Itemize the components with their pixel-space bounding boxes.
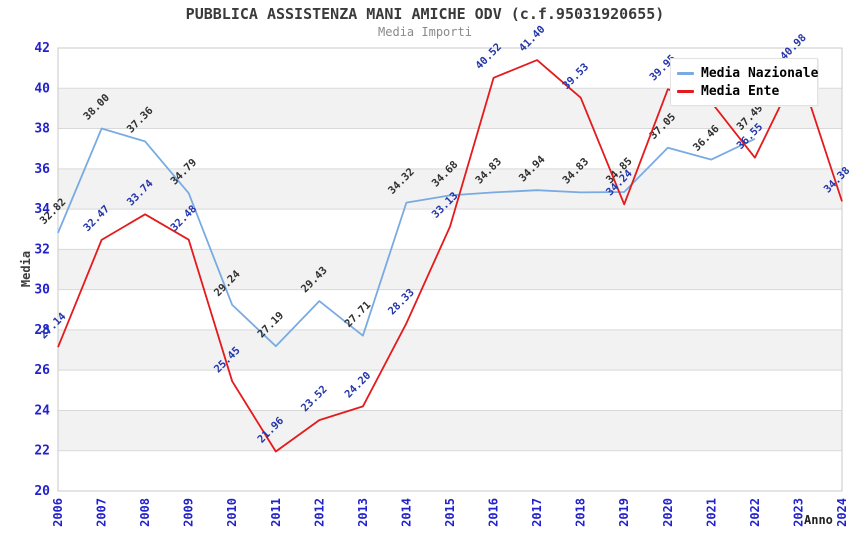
y-tick-label: 28 xyxy=(34,323,50,338)
media-nazionale-line-swatch-icon xyxy=(677,71,694,75)
background-band xyxy=(58,168,842,210)
legend-label: Media Nazionale xyxy=(701,65,819,81)
x-tick-label: 2015 xyxy=(443,498,457,527)
point-value-label: 27.71 xyxy=(343,299,374,330)
x-tick-label: 2007 xyxy=(95,498,109,527)
x-tick-label: 2021 xyxy=(704,498,718,527)
y-axis-title: Media xyxy=(19,250,33,288)
chart-subtitle: Media Importi xyxy=(378,25,472,39)
x-tick-label: 2013 xyxy=(356,498,370,527)
y-tick-label: 30 xyxy=(34,283,50,298)
x-tick-label: 2011 xyxy=(269,498,283,527)
x-tick-label: 2009 xyxy=(182,498,196,527)
x-tick-label: 2016 xyxy=(487,498,501,527)
y-tick-label: 24 xyxy=(34,403,50,418)
point-value-label: 41.40 xyxy=(517,23,548,54)
plot-border xyxy=(57,47,843,492)
legend-item-media-ente: Media Ente xyxy=(677,82,811,100)
x-tick-label: 2024 xyxy=(835,498,849,527)
legend-item-media-nazionale: Media Nazionale xyxy=(677,64,818,82)
y-tick-label: 26 xyxy=(34,363,50,378)
x-tick-label: 2020 xyxy=(661,498,675,527)
y-tick-label: 42 xyxy=(34,41,50,56)
x-tick-label: 2023 xyxy=(791,498,805,527)
y-tick-label: 36 xyxy=(34,162,50,177)
x-tick-label: 2014 xyxy=(399,498,413,527)
media-ente-line-swatch-icon xyxy=(677,89,694,93)
x-tick-label: 2018 xyxy=(574,498,588,527)
chart-title: PUBBLICA ASSISTENZA MANI AMICHE ODV (c.f… xyxy=(185,5,665,23)
background-band xyxy=(58,249,842,290)
x-axis-title: Anno xyxy=(804,513,833,527)
legend-label: Media Ente xyxy=(701,83,780,99)
y-tick-label: 32 xyxy=(34,242,50,257)
y-tick-label: 34 xyxy=(34,202,50,217)
x-tick-label: 2012 xyxy=(312,498,326,527)
x-tick-label: 2008 xyxy=(138,498,152,527)
x-tick-label: 2017 xyxy=(530,498,544,527)
y-tick-label: 22 xyxy=(34,444,50,459)
y-tick-label: 38 xyxy=(34,122,50,137)
point-value-label: 23.52 xyxy=(299,383,330,414)
y-tick-label: 40 xyxy=(34,81,50,96)
chart-legend: Media Nazionale Media Ente xyxy=(670,58,818,106)
x-tick-label: 2022 xyxy=(748,498,762,527)
point-value-label: 39.53 xyxy=(560,61,591,92)
series-line-media-nazionale xyxy=(57,127,756,348)
point-value-label: 28.33 xyxy=(386,287,417,318)
x-tick-label: 2010 xyxy=(225,498,239,527)
background-band xyxy=(58,329,842,371)
x-tick-label: 2006 xyxy=(51,498,65,527)
x-tick-label: 2019 xyxy=(617,498,631,527)
point-value-label: 40.52 xyxy=(473,41,504,72)
background-band xyxy=(58,410,842,451)
y-tick-label: 20 xyxy=(34,484,50,499)
